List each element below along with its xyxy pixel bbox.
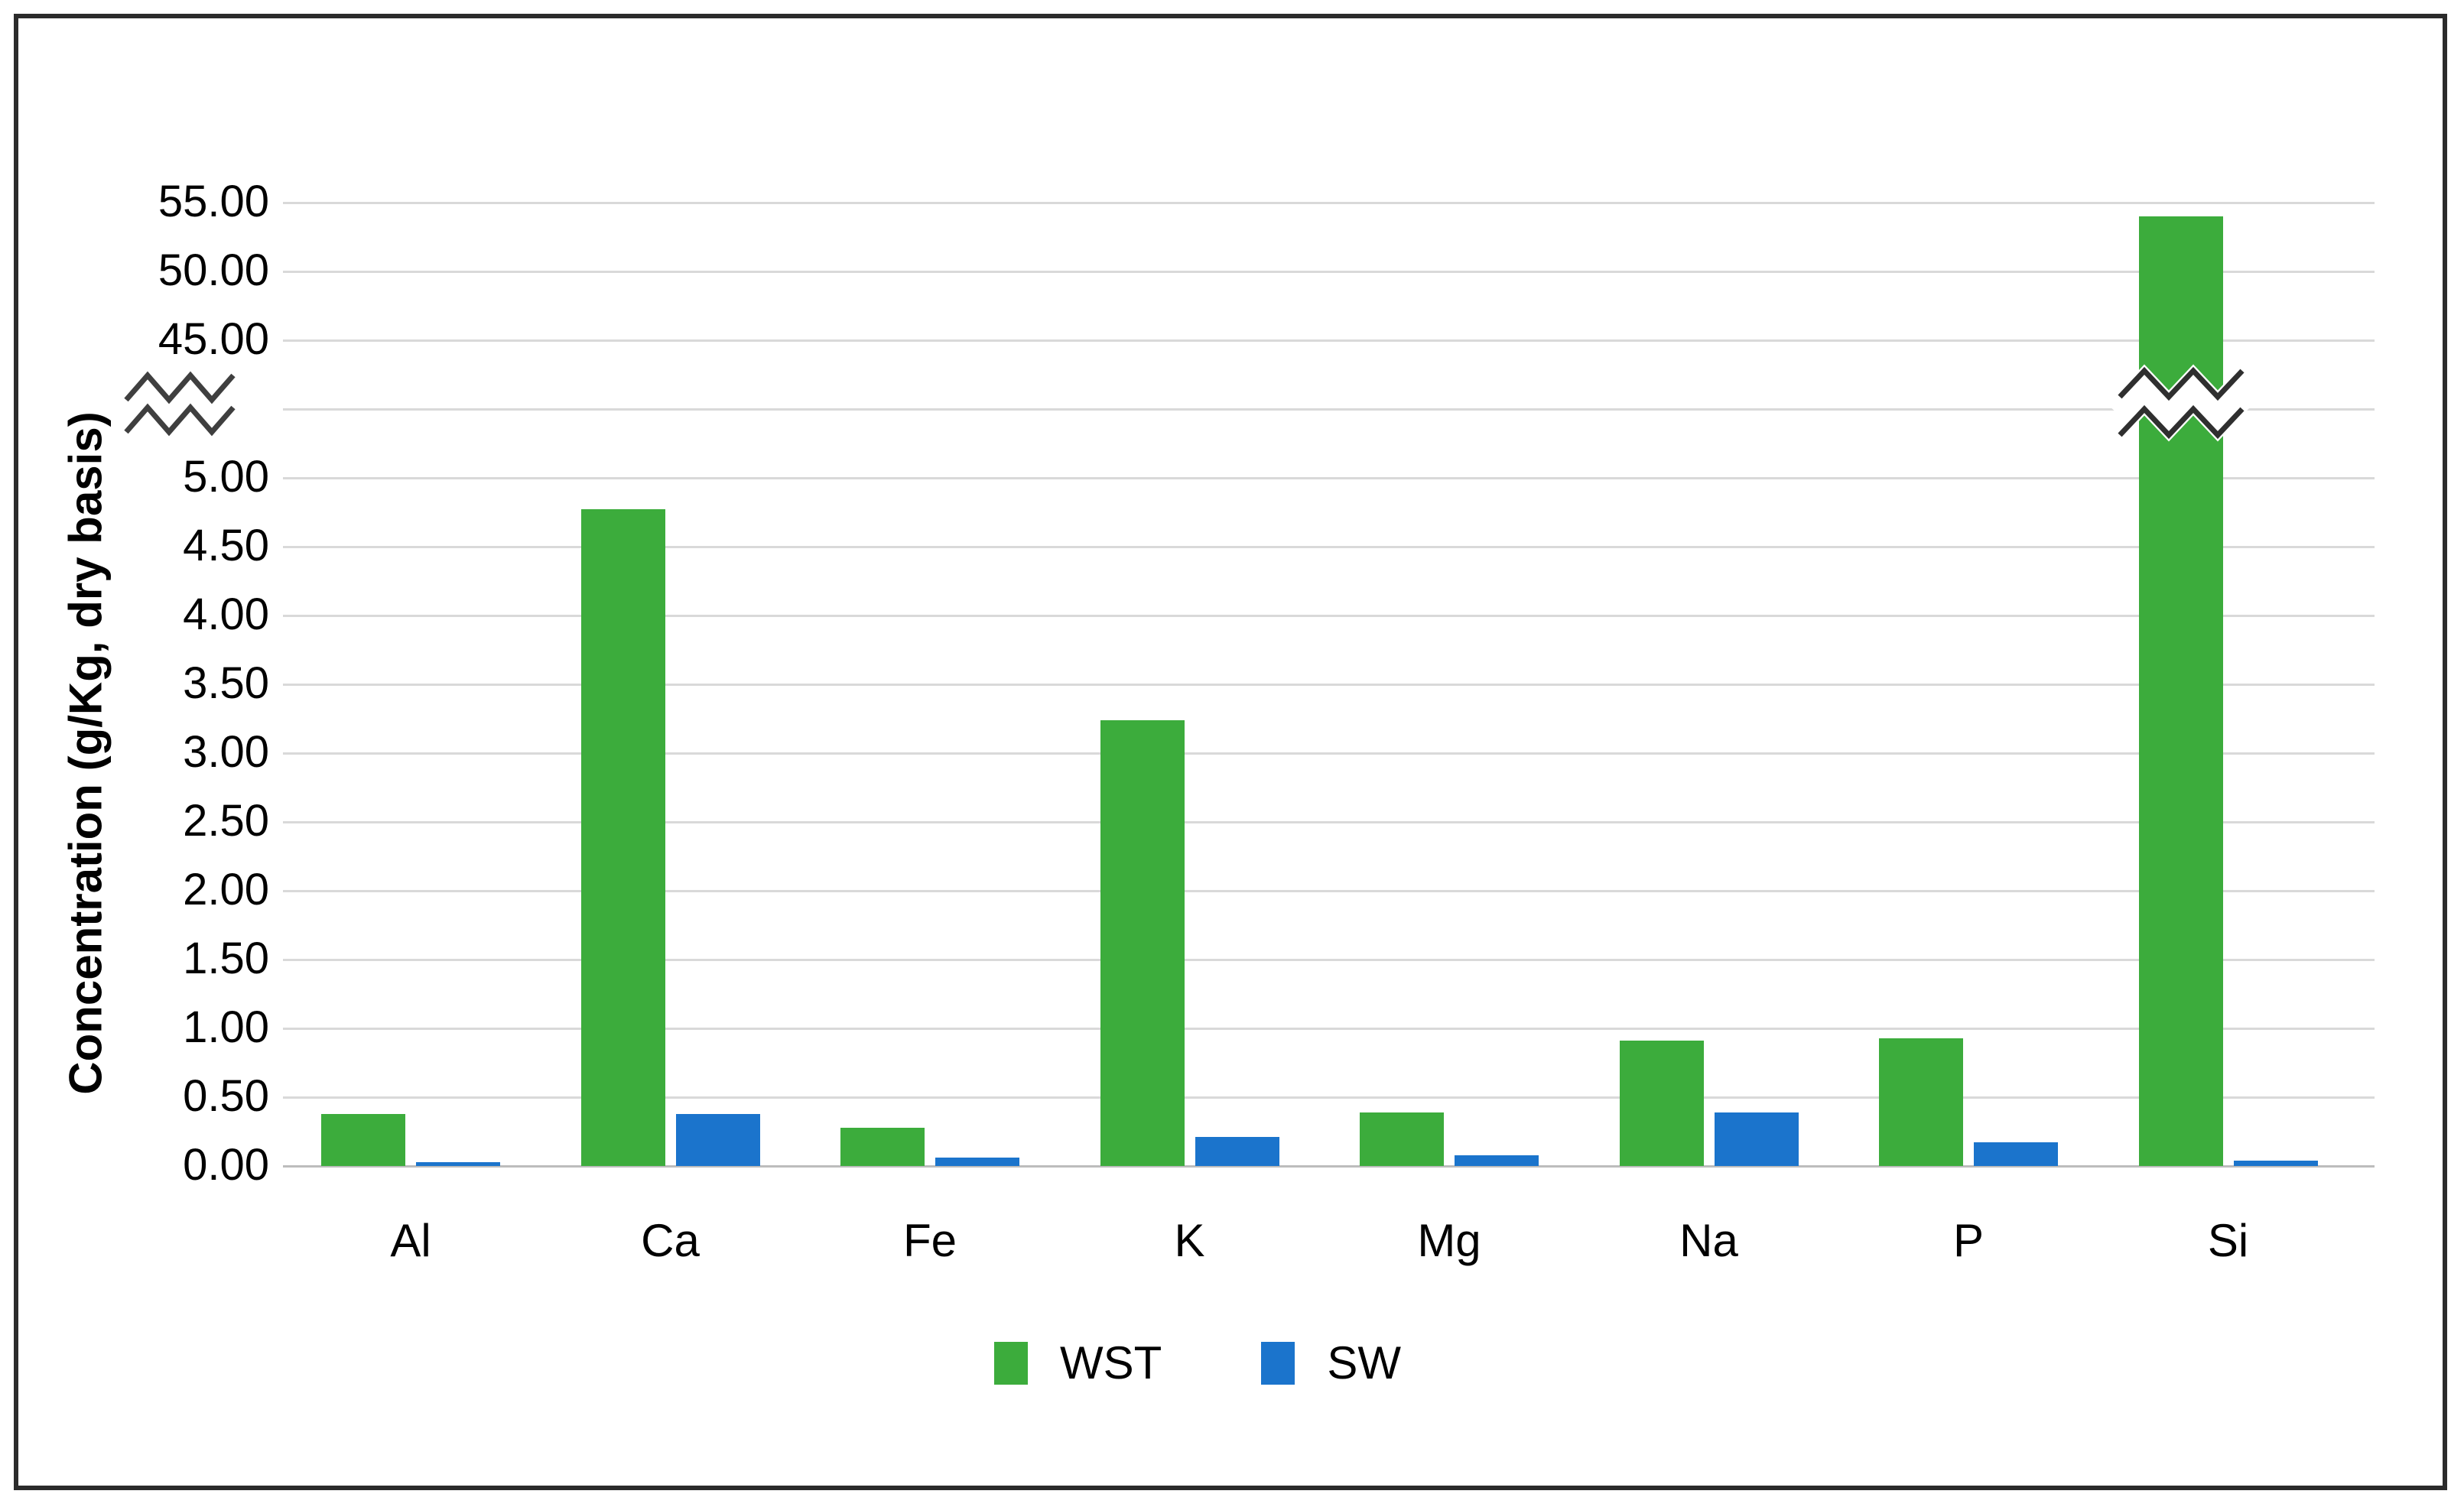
bar-wst-al bbox=[321, 1113, 405, 1166]
legend-label-sw: SW bbox=[1327, 1337, 1401, 1388]
x-category-label: Ca bbox=[641, 1215, 700, 1266]
bar-break-icon bbox=[2106, 364, 2255, 442]
legend-swatch-wst bbox=[994, 1341, 1028, 1385]
bar-wst-ca bbox=[580, 509, 665, 1166]
bar-sw-si bbox=[2233, 1160, 2318, 1166]
bar-wst-k bbox=[1100, 719, 1185, 1166]
gridline bbox=[283, 339, 2375, 342]
bar-wst-p bbox=[1879, 1038, 1963, 1166]
y-tick-label: 0.00 bbox=[183, 1140, 269, 1190]
x-category-label: Fe bbox=[902, 1215, 957, 1266]
gridline bbox=[283, 202, 2375, 204]
gridline bbox=[283, 615, 2375, 617]
bar-sw-al bbox=[416, 1161, 500, 1166]
gridline bbox=[283, 1165, 2375, 1168]
legend-swatch-sw bbox=[1261, 1341, 1295, 1385]
y-tick-label: 4.50 bbox=[183, 521, 269, 570]
gridline bbox=[283, 821, 2375, 823]
legend-label-wst: WST bbox=[1060, 1337, 1162, 1388]
y-tick-label: 1.50 bbox=[183, 934, 269, 983]
bar-sw-fe bbox=[935, 1158, 1019, 1166]
gridline bbox=[283, 1028, 2375, 1030]
figure-border: Concentration (g/Kg, dry basis) 0.00 0.50… bbox=[14, 14, 2447, 1490]
y-tick-label: 3.00 bbox=[183, 727, 269, 777]
gridline bbox=[283, 752, 2375, 755]
y-tick-label: 1.00 bbox=[183, 1002, 269, 1052]
y-tick-label: 45.00 bbox=[158, 314, 269, 364]
y-tick-label: 55.00 bbox=[158, 177, 269, 226]
gridline bbox=[283, 1096, 2375, 1099]
y-tick-label: 0.50 bbox=[183, 1071, 269, 1121]
x-category-label: Na bbox=[1679, 1215, 1738, 1266]
bar-sw-p bbox=[1974, 1142, 2058, 1166]
bar-sw-k bbox=[1195, 1137, 1279, 1166]
x-category-label: Mg bbox=[1417, 1215, 1481, 1266]
bar-sw-ca bbox=[675, 1113, 760, 1166]
axis-break-icon bbox=[124, 371, 236, 437]
x-category-label: K bbox=[1174, 1215, 1205, 1266]
bar-wst-mg bbox=[1360, 1112, 1444, 1166]
legend-item-wst: WST bbox=[994, 1336, 1162, 1389]
bar-wst-fe bbox=[840, 1127, 925, 1166]
bar-wst-na bbox=[1619, 1041, 1704, 1166]
y-tick-label: 3.50 bbox=[183, 658, 269, 708]
gridline bbox=[283, 546, 2375, 548]
x-category-label: Si bbox=[2207, 1215, 2249, 1266]
x-category-label: P bbox=[1952, 1215, 1985, 1266]
gridline bbox=[283, 890, 2375, 892]
y-tick-label: 50.00 bbox=[158, 245, 269, 295]
legend: WST SW bbox=[994, 1336, 1401, 1389]
y-tick-label: 2.00 bbox=[183, 865, 269, 914]
gridline bbox=[283, 408, 2375, 411]
gridline bbox=[283, 477, 2375, 479]
bar-sw-mg bbox=[1455, 1155, 1539, 1166]
gridline bbox=[283, 271, 2375, 273]
y-tick-label: 2.50 bbox=[183, 796, 269, 846]
bar-sw-na bbox=[1714, 1112, 1799, 1166]
x-category-label: Al bbox=[390, 1215, 431, 1266]
y-tick-label: 5.00 bbox=[183, 452, 269, 502]
legend-item-sw: SW bbox=[1261, 1336, 1401, 1389]
y-tick-label: 4.00 bbox=[183, 589, 269, 639]
gridline bbox=[283, 959, 2375, 961]
bar-wst-si bbox=[2138, 216, 2223, 1166]
gridline bbox=[283, 684, 2375, 686]
